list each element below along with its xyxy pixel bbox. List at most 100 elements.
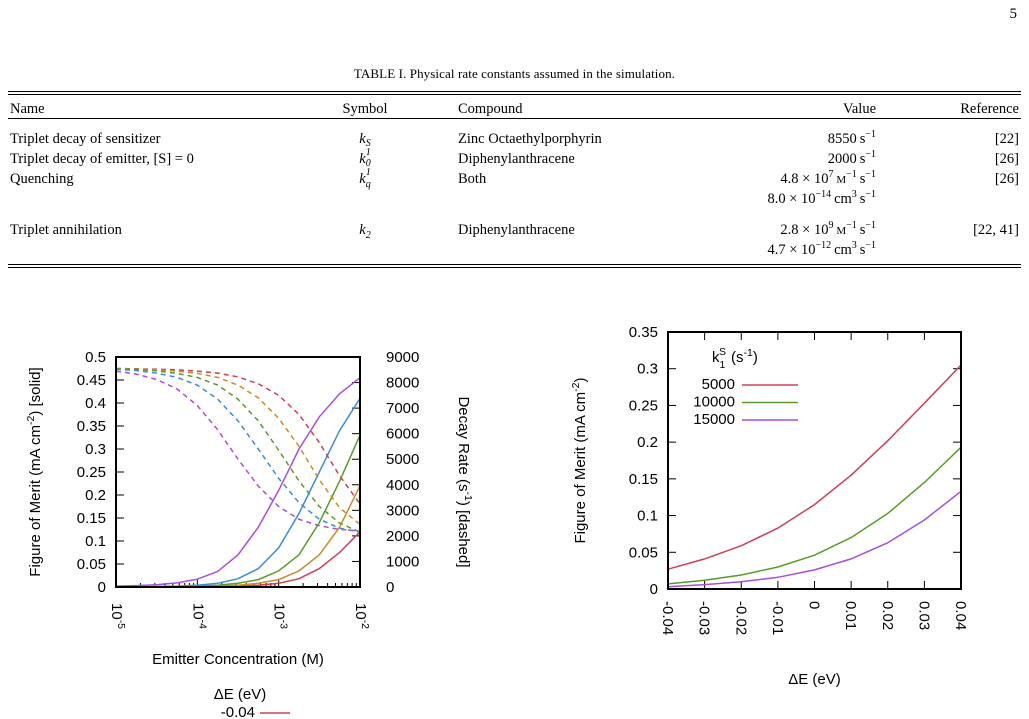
chart2-xtick-label: -0.01 (769, 601, 786, 635)
table-header-value: Value (842, 101, 876, 117)
chart2-series-line (667, 364, 962, 570)
table-row-3-compound: Both (458, 171, 487, 187)
chart1-xtick-label: 10-3 (271, 603, 290, 629)
chart2-plot-frame (667, 331, 962, 590)
chart1-xtick-label: 10-2 (352, 603, 371, 629)
chart2-ytick-label: 0.2 (637, 434, 658, 451)
chart1-xlabel: Emitter Concentration (M) (152, 651, 324, 668)
chart1-y2tick-label: 4000 (386, 477, 419, 494)
chart1-ytick-label: 0.45 (77, 372, 106, 389)
chart2-xtick-label: -0.04 (659, 601, 676, 635)
table-row-4-value-line-1: 2.8 × 109 M−1 s−1 (780, 220, 876, 238)
chart1-ytick-label: 0.2 (85, 487, 106, 504)
chart2-legend-title-symbol: k1 (712, 349, 726, 371)
table-row-3-symbol: kq (359, 171, 371, 190)
table-row-4-name: Triplet annihilation (10, 222, 122, 238)
table-row-1-name: Triplet decay of sensitizer (10, 131, 161, 147)
chart1-decay-rate-line (115, 370, 361, 532)
chart1-xtick-label: 10-4 (189, 603, 208, 629)
chart1-y2tick-label: 9000 (386, 349, 419, 366)
chart2-ytick-label: 0 (650, 581, 658, 598)
table-top-rule-2 (8, 94, 1021, 95)
table-row-4-compound: Diphenylanthracene (458, 222, 575, 238)
chart1-decay-rate-line (115, 368, 361, 533)
chart1-figure-of-merit-line (116, 485, 361, 588)
chart2-ylabel: Figure of Merit (mA cm-2) (570, 377, 589, 543)
chart2-series-line (667, 446, 962, 585)
chart1-y2tick-label: 6000 (386, 426, 419, 443)
chart1-ytick-label: 0.3 (85, 441, 106, 458)
chart2-legend-title-unit: (s-1) (731, 347, 758, 366)
table-bottom-rule-1 (8, 264, 1021, 265)
table-row-1-value: 8550 s−1 (827, 129, 876, 147)
table-caption: TABLE I. Physical rate constants assumed… (353, 66, 676, 81)
table-bottom-rule-2 (8, 267, 1021, 268)
chart1-ytick-label: 0.15 (77, 510, 106, 527)
table-header-reference: Reference (960, 101, 1019, 117)
chart1-ytick-label: 0.35 (77, 418, 106, 435)
chart2-series-line (667, 490, 962, 588)
table-row-3-value-line-1: 4.8 × 107 M−1 s−1 (780, 169, 876, 187)
chart1-y2tick-label: 3000 (386, 502, 419, 519)
chart2-ytick-label: 0.3 (637, 361, 658, 378)
chart2-xtick-label: 0.01 (842, 601, 859, 630)
table-row-2-compound: Diphenylanthracene (458, 151, 575, 167)
table-row-2-name: Triplet decay of emitter, [S] = 0 (10, 151, 194, 167)
table-row-2-reference: [26] (994, 151, 1019, 167)
chart1-decay-rate-line (115, 367, 361, 525)
table-row-4-reference: [22, 41] (973, 222, 1019, 238)
chart1-ytick-label: 0.05 (77, 556, 106, 573)
chart1-y2tick-label: 5000 (386, 451, 419, 468)
chart2-xtick-label: 0 (806, 601, 823, 609)
chart2-legend-title-sup: S (719, 346, 726, 358)
table-header-name: Name (10, 101, 45, 117)
chart2-xtick-label: -0.02 (732, 601, 749, 635)
chart2-xtick-label: -0.03 (696, 601, 713, 635)
table-row-4-symbol: k2 (359, 222, 371, 241)
chart2-ytick-label: 0.1 (637, 508, 658, 525)
chart2-xtick-label: 0.04 (952, 601, 969, 630)
chart1-ytick-label: 0.1 (85, 533, 106, 550)
table-header-compound: Compound (458, 101, 523, 117)
table-row-3-name: Quenching (10, 171, 74, 187)
chart1-ytick-label: 0 (98, 579, 106, 596)
chart1-decay-rate-line (115, 368, 361, 533)
chart1-ytick-label: 0.5 (85, 349, 106, 366)
page-number: 5 (1009, 6, 1018, 22)
chart1-plot-frame (115, 356, 361, 588)
chart2-legend-entry-label: 5000 (702, 376, 735, 393)
chart1-ytick-label: 0.25 (77, 464, 106, 481)
chart2-xlabel: ΔE (eV) (788, 671, 841, 688)
table-row-3-value-line-2: 8.0 × 10−14 cm3 s−1 (767, 189, 876, 207)
chart1-y2tick-label: 8000 (386, 375, 419, 392)
chart2-xtick-label: 0.03 (915, 601, 932, 630)
table-header-rule (8, 118, 1021, 119)
chart1-y2label: Decay Rate (s-1) [dashed] (455, 396, 474, 567)
chart1-figure-of-merit-line (115, 377, 361, 587)
chart1-y2tick-label: 2000 (386, 528, 419, 545)
chart1-y2tick-label: 7000 (386, 400, 419, 417)
chart1-xtick-label: 10-5 (108, 603, 127, 629)
table-row-1-reference: [22] (994, 131, 1019, 147)
chart1-ylabel: Figure of Merit (mA cm-2) [solid] (25, 367, 44, 576)
table-header-symbol: Symbol (342, 101, 388, 117)
chart2-legend-entry-label: 15000 (693, 411, 735, 428)
table-top-rule-1 (8, 91, 1021, 92)
chart1-ytick-label: 0.4 (85, 395, 106, 412)
chart1-legend-entry-label: -0.04 (221, 704, 255, 719)
chart2-ytick-label: 0.25 (629, 397, 658, 414)
chart1-y2tick-label: 1000 (386, 553, 419, 570)
chart2-ytick-label: 0.05 (629, 544, 658, 561)
chart2-legend-entry-label: 10000 (693, 394, 735, 411)
table-row-1-compound: Zinc Octaethylporphyrin (458, 131, 602, 147)
table-row-2-value: 2000 s−1 (827, 149, 876, 167)
table-row-3-reference: [26] (994, 171, 1019, 187)
chart2-ytick-label: 0.15 (629, 471, 658, 488)
chart1-figure-of-merit-line (116, 397, 361, 588)
chart1-decay-rate-line (115, 367, 361, 505)
chart2-ytick-label: 0.35 (629, 324, 658, 341)
chart1-y2tick-label: 0 (386, 579, 394, 596)
